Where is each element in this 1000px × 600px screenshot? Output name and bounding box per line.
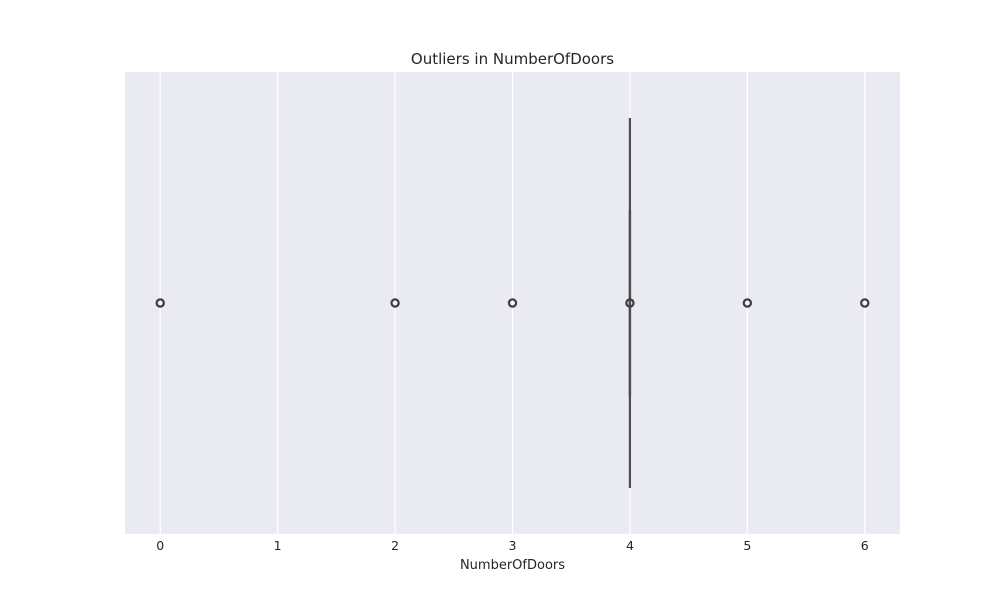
x-tick-label-1: 1	[274, 538, 282, 553]
outlier-point-5	[860, 298, 870, 308]
grid-lines	[159, 72, 866, 534]
x-tick-label-4: 4	[626, 538, 634, 553]
x-tick-label-0: 0	[156, 538, 164, 553]
outlier-point-4	[742, 298, 753, 308]
outlier-point-2	[507, 298, 518, 308]
x-tick-label-2: 2	[391, 538, 399, 553]
outlier-point-1	[390, 298, 400, 308]
box-layer	[628, 118, 632, 488]
x-axis-ticks: 0 1 2 3 4 5 6	[156, 538, 869, 553]
outlier-points	[155, 298, 870, 308]
outlier-point-3	[625, 298, 635, 308]
x-axis-label: NumberOfDoors	[460, 558, 565, 573]
x-tick-label-6: 6	[861, 538, 869, 553]
chart-title: Outliers in NumberOfDoors	[411, 50, 614, 68]
outlier-point-0	[155, 298, 165, 308]
x-tick-label-5: 5	[743, 538, 751, 553]
x-tick-label-3: 3	[509, 538, 517, 553]
